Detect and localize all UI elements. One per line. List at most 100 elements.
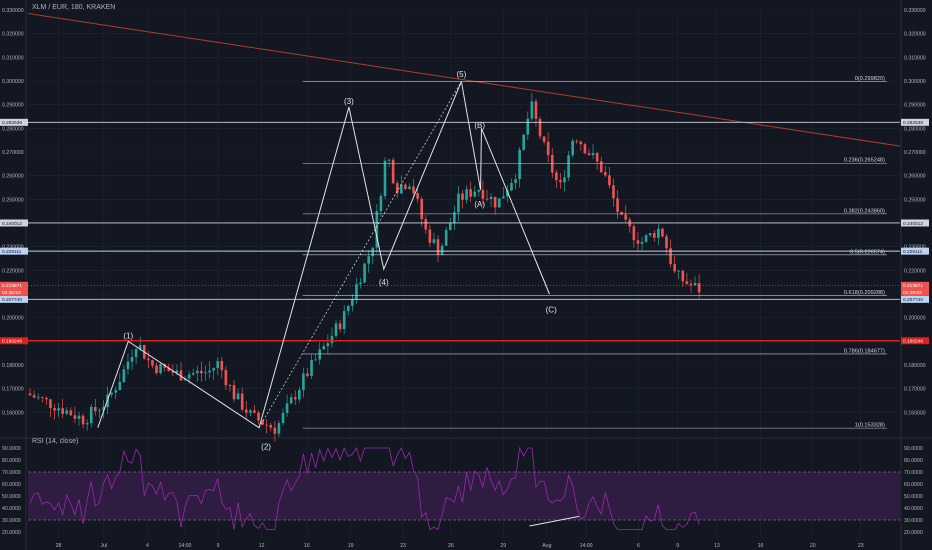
left-price-tick: 0.290000 xyxy=(2,103,24,109)
right-price-tick: 0.170000 xyxy=(904,387,926,393)
candle-body xyxy=(89,407,93,424)
wave-label: (3) xyxy=(344,97,354,106)
left-rsi-tick: 30.0000 xyxy=(2,518,21,524)
candle-body xyxy=(395,183,399,194)
candle-body xyxy=(546,141,550,155)
candle-body xyxy=(322,346,326,350)
candle-body xyxy=(130,357,134,362)
candle-body xyxy=(677,270,681,272)
x-tick-label: 4 xyxy=(146,543,149,549)
candle-body xyxy=(138,345,142,350)
candle-body xyxy=(147,358,150,361)
candle-body xyxy=(200,370,203,374)
c-wave-support xyxy=(533,255,550,295)
right-level-tag xyxy=(901,219,929,227)
left-price-tick: 0.330000 xyxy=(2,8,24,14)
candle-body xyxy=(81,415,85,425)
candle-body xyxy=(302,373,305,391)
candle-body xyxy=(244,409,248,413)
candle-body xyxy=(118,381,122,391)
candle-body xyxy=(269,424,273,428)
candle-body xyxy=(204,372,207,374)
candle-body xyxy=(567,155,570,178)
candle-body xyxy=(465,189,468,200)
candle-body xyxy=(575,140,579,142)
candle-body xyxy=(261,420,264,425)
left-level-label: 0.190246 xyxy=(2,339,22,345)
candle-body xyxy=(355,284,358,300)
candle-body xyxy=(208,370,211,373)
candle-body xyxy=(216,361,220,369)
candle-body xyxy=(187,374,191,379)
x-tick-label: 19 xyxy=(348,543,354,549)
candle-body xyxy=(616,198,619,212)
candle-body xyxy=(281,412,285,424)
candle-body xyxy=(85,423,89,425)
x-tick-label: 9 xyxy=(217,543,220,549)
candle-body xyxy=(608,175,611,186)
candle-body xyxy=(212,368,215,371)
candle-body xyxy=(265,424,268,426)
candle-body xyxy=(179,370,183,381)
right-price-tick: 0.180000 xyxy=(904,363,926,369)
candle-body xyxy=(477,189,481,192)
fib-level-label: 1(0.153328) xyxy=(855,423,885,429)
candle-body xyxy=(510,182,513,191)
candle-body xyxy=(530,101,534,119)
left-rsi-tick: 90.0000 xyxy=(2,446,21,452)
left-level-label: 0.207740 xyxy=(2,297,22,303)
candle-body xyxy=(110,392,113,395)
candle-body xyxy=(457,193,460,213)
candle-body xyxy=(599,161,603,173)
right-price-tick: 0.310000 xyxy=(904,55,926,61)
candle-body xyxy=(273,427,277,434)
candle-body xyxy=(122,369,126,382)
right-price-tick: 0.330000 xyxy=(904,8,926,14)
candle-body xyxy=(673,264,676,272)
candle-body xyxy=(571,140,574,156)
candle-body xyxy=(249,410,252,413)
candle-body xyxy=(57,408,60,411)
candle-body xyxy=(32,395,36,398)
right-level-tag xyxy=(901,295,929,303)
right-level-tag xyxy=(901,337,929,345)
candle-body xyxy=(326,343,330,347)
left-price-tick: 0.260000 xyxy=(2,174,24,180)
candle-body xyxy=(330,335,334,344)
rsi-title: RSI (14, close) xyxy=(32,438,79,445)
candle-body xyxy=(595,153,599,162)
candle-body xyxy=(473,191,477,197)
right-price-tick: 0.320000 xyxy=(904,32,926,38)
candle-body xyxy=(685,281,689,284)
candle-body xyxy=(240,393,244,410)
wave-channel-dashed xyxy=(258,81,462,428)
candle-body xyxy=(697,283,701,293)
right-price-tick: 0.260000 xyxy=(904,174,926,180)
right-price-tick: 0.200000 xyxy=(904,316,926,322)
candle-body xyxy=(36,397,40,398)
candle-body xyxy=(126,361,130,370)
candle-body xyxy=(155,365,158,374)
right-rsi-tick: 90.0000 xyxy=(904,446,923,452)
left-level-label: 0.240012 xyxy=(2,221,22,227)
right-level-label: 0.282536 xyxy=(903,120,923,126)
candle-body xyxy=(171,371,175,373)
wave-label: (A) xyxy=(474,200,485,209)
candle-body xyxy=(363,263,366,283)
left-rsi-tick: 50.0000 xyxy=(2,494,21,500)
left-price-tick: 0.170000 xyxy=(2,387,24,393)
x-tick-label: 28 xyxy=(56,543,62,549)
candle-body xyxy=(440,245,444,255)
left-level-tag xyxy=(0,118,28,126)
candle-body xyxy=(579,141,583,145)
candle-body xyxy=(489,196,493,199)
candle-body xyxy=(681,270,685,282)
right-last-price-label: 0.213671 xyxy=(903,283,923,289)
candle-body xyxy=(563,177,566,183)
candle-body xyxy=(693,283,697,286)
candle-body xyxy=(404,184,407,189)
right-price-tick: 0.300000 xyxy=(904,79,926,85)
right-rsi-tick: 80.0000 xyxy=(904,458,923,464)
fib-level-label: 0(0.299820) xyxy=(855,76,885,82)
